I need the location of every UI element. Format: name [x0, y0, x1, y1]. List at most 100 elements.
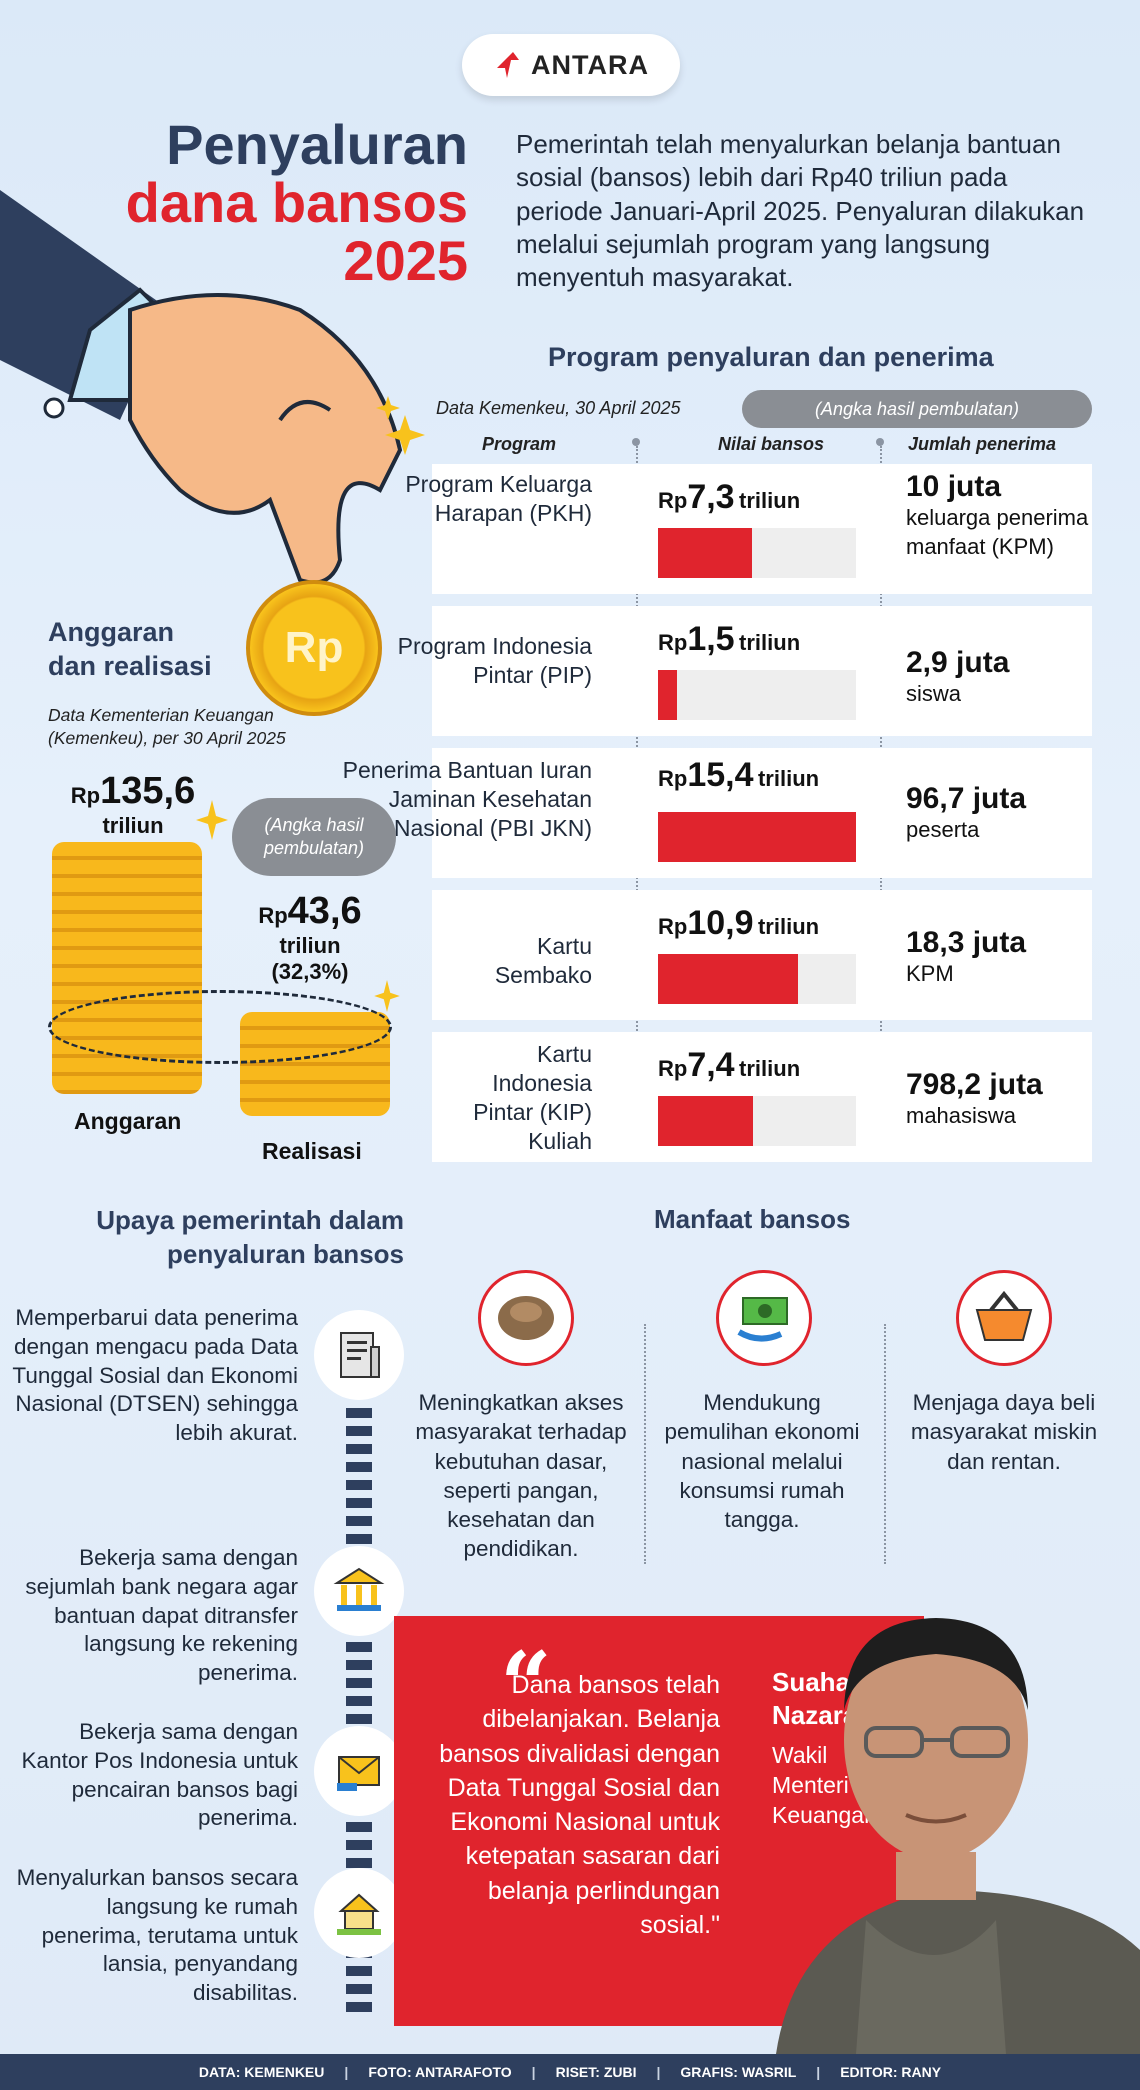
upaya-item: Menyalurkan bansos secara langsung ke ru…: [16, 1865, 298, 2006]
value-bar-fill: [658, 812, 856, 862]
credit-separator: |: [816, 2064, 821, 2080]
value-number: 1,5: [687, 620, 735, 658]
value-bar-fill: [658, 528, 752, 578]
page-title: Penyaluran dana bansos 2025: [125, 113, 468, 293]
upaya-item: Bekerja sama dengan sejumlah bank negara…: [25, 1545, 298, 1686]
divider-dot: [876, 438, 884, 446]
budget-currency: Rp: [70, 783, 101, 808]
program-recipients: 10 juta keluarga penerima manfaat (KPM): [906, 470, 1096, 561]
dotted-ellipse: [48, 990, 392, 1064]
rp-coin: Rp: [246, 580, 382, 716]
credit-separator: |: [531, 2064, 536, 2080]
document-icon: [314, 1310, 404, 1400]
credit-separator: |: [344, 2064, 349, 2080]
realization-unit: triliun: [279, 933, 341, 958]
value-bar-track: [658, 812, 856, 862]
upaya-item: Memperbarui data penerima dengan mengacu…: [12, 1305, 298, 1446]
title-line-3: 2025: [343, 229, 468, 293]
credits-footer: DATA: KEMENKEU | FOTO: ANTARAFOTO | RISE…: [0, 2054, 1140, 2090]
program-recipients: 798,2 juta mahasiswa: [906, 1068, 1043, 1131]
sparkle-icon: [374, 980, 400, 1012]
value-bar-track: [658, 528, 856, 578]
shopping-basket-icon: [956, 1270, 1052, 1366]
budget-source: Data Kementerian Keuangan (Kemenkeu), pe…: [48, 704, 286, 750]
speaker-role: Wakil Menteri Keuangan: [772, 1741, 879, 1831]
manfaat-text: Mendukung pemulihan ekonomi nasional mel…: [664, 1390, 860, 1532]
rp-coin-symbol: Rp: [284, 623, 344, 672]
title-line-2: dana bansos: [125, 171, 468, 235]
envelope-icon: [314, 1726, 404, 1816]
manfaat-section-title: Manfaat bansos: [654, 1204, 851, 1234]
col-header-program: Program: [482, 434, 557, 454]
realization-percent: (32,3%): [271, 959, 349, 984]
manfaat-divider: [884, 1324, 886, 1564]
value-unit: triliun: [739, 488, 801, 513]
value-number: 10,9: [687, 904, 754, 942]
title-line-1: Penyaluran: [166, 113, 468, 176]
program-name: Kartu Indonesia Pintar (KIP) Kuliah: [473, 1041, 592, 1154]
budget-note-line: (Angka hasil: [264, 814, 364, 835]
recipients-desc: mahasiswa: [906, 1103, 1017, 1128]
quote-mark-icon: “: [500, 1632, 552, 1738]
program-rounding-note: (Angka hasil pembulatan): [742, 390, 1092, 428]
value-bar-track: [658, 954, 856, 1004]
antara-logo: ANTARA: [462, 34, 680, 96]
speaker-name-line: Nazara: [772, 1699, 858, 1730]
divider-dot: [632, 438, 640, 446]
budget-title-line: Anggaran: [48, 617, 175, 647]
program-value: Rp15,4 triliun: [658, 756, 819, 795]
upaya-section-title: Upaya pemerintah dalam penyaluran bansos: [96, 1204, 404, 1272]
budget-number: 135,6: [100, 770, 196, 812]
antara-logo-icon: [497, 52, 519, 78]
col-header-recipients: Jumlah penerima: [908, 434, 1057, 454]
logo-text: ANTARA: [531, 49, 649, 80]
budget-title-line: dan realisasi: [48, 650, 212, 681]
program-row: Program Indonesia Pintar (PIP) Rp1,5 tri…: [398, 606, 1092, 736]
recipients-desc: siswa: [906, 681, 962, 706]
value-currency: Rp: [658, 488, 688, 513]
upaya-title-line: Upaya pemerintah dalam: [96, 1205, 404, 1235]
quote-text: Dana bansos telah dibelanjakan. Belanja …: [439, 1671, 720, 1939]
credit-grafis: GRAFIS: WASRIL: [680, 2064, 797, 2080]
credit-data: DATA: KEMENKEU: [198, 2064, 325, 2080]
value-unit: triliun: [739, 630, 801, 655]
realization-label: Realisasi: [262, 1138, 362, 1164]
recipients-count: 96,7 juta: [906, 782, 1027, 815]
program-recipients: 18,3 juta KPM: [906, 926, 1026, 989]
program-row: Kartu Indonesia Pintar (KIP) Kuliah Rp7,…: [432, 1032, 1092, 1162]
program-row: Penerima Bantuan Iuran Jaminan Kesehatan…: [343, 748, 1092, 878]
recipients-count: 2,9 juta: [906, 646, 1010, 679]
speaker-role-line: Wakil: [772, 1742, 828, 1768]
program-row: Kartu Sembako Rp10,9 triliun 18,3 juta K…: [432, 890, 1092, 1020]
recipients-count: 18,3 juta: [906, 926, 1027, 959]
value-bar-fill: [658, 954, 799, 1004]
house-icon: [314, 1868, 404, 1958]
credit-foto: FOTO: ANTARAFOTO: [368, 2064, 512, 2080]
budget-rounding-note: (Angka hasil pembulatan): [232, 798, 396, 876]
recipients-count: 798,2 juta: [906, 1068, 1043, 1101]
program-name: Program Keluarga Harapan (PKH): [405, 471, 592, 526]
manfaat-text: Menjaga daya beli masyarakat miskin dan …: [910, 1390, 1098, 1474]
program-name: Penerima Bantuan Iuran Jaminan Kesehatan…: [342, 757, 592, 841]
value-number: 15,4: [687, 756, 754, 794]
manfaat-divider: [644, 1324, 646, 1564]
budget-note-line: pembulatan): [263, 838, 365, 858]
hand-illustration: [0, 190, 425, 585]
upaya-item: Bekerja sama dengan Kantor Pos Indonesia…: [21, 1719, 298, 1831]
budget-section-title: Anggaran dan realisasi: [48, 616, 212, 684]
program-row: Program Keluarga Harapan (PKH) Rp7,3 tri…: [405, 464, 1092, 594]
realization-currency: Rp: [258, 903, 288, 928]
program-section-title: Program penyaluran dan penerima: [548, 342, 994, 372]
value-number: 7,4: [687, 1046, 735, 1084]
credit-riset: RISET: ZUBI: [555, 2064, 637, 2080]
program-recipients: 96,7 juta peserta: [906, 782, 1026, 845]
value-bar-fill: [658, 1096, 754, 1146]
food-sack-icon: [478, 1270, 574, 1366]
program-value: Rp7,4 triliun: [658, 1046, 800, 1085]
value-currency: Rp: [658, 630, 688, 655]
budget-value: Rp135,6 triliun: [58, 770, 208, 839]
realization-number: 43,6: [287, 890, 362, 932]
sparkle-icon: [196, 800, 228, 840]
program-name: Program Indonesia Pintar (PIP): [397, 633, 592, 688]
program-name: Kartu Sembako: [494, 933, 592, 988]
